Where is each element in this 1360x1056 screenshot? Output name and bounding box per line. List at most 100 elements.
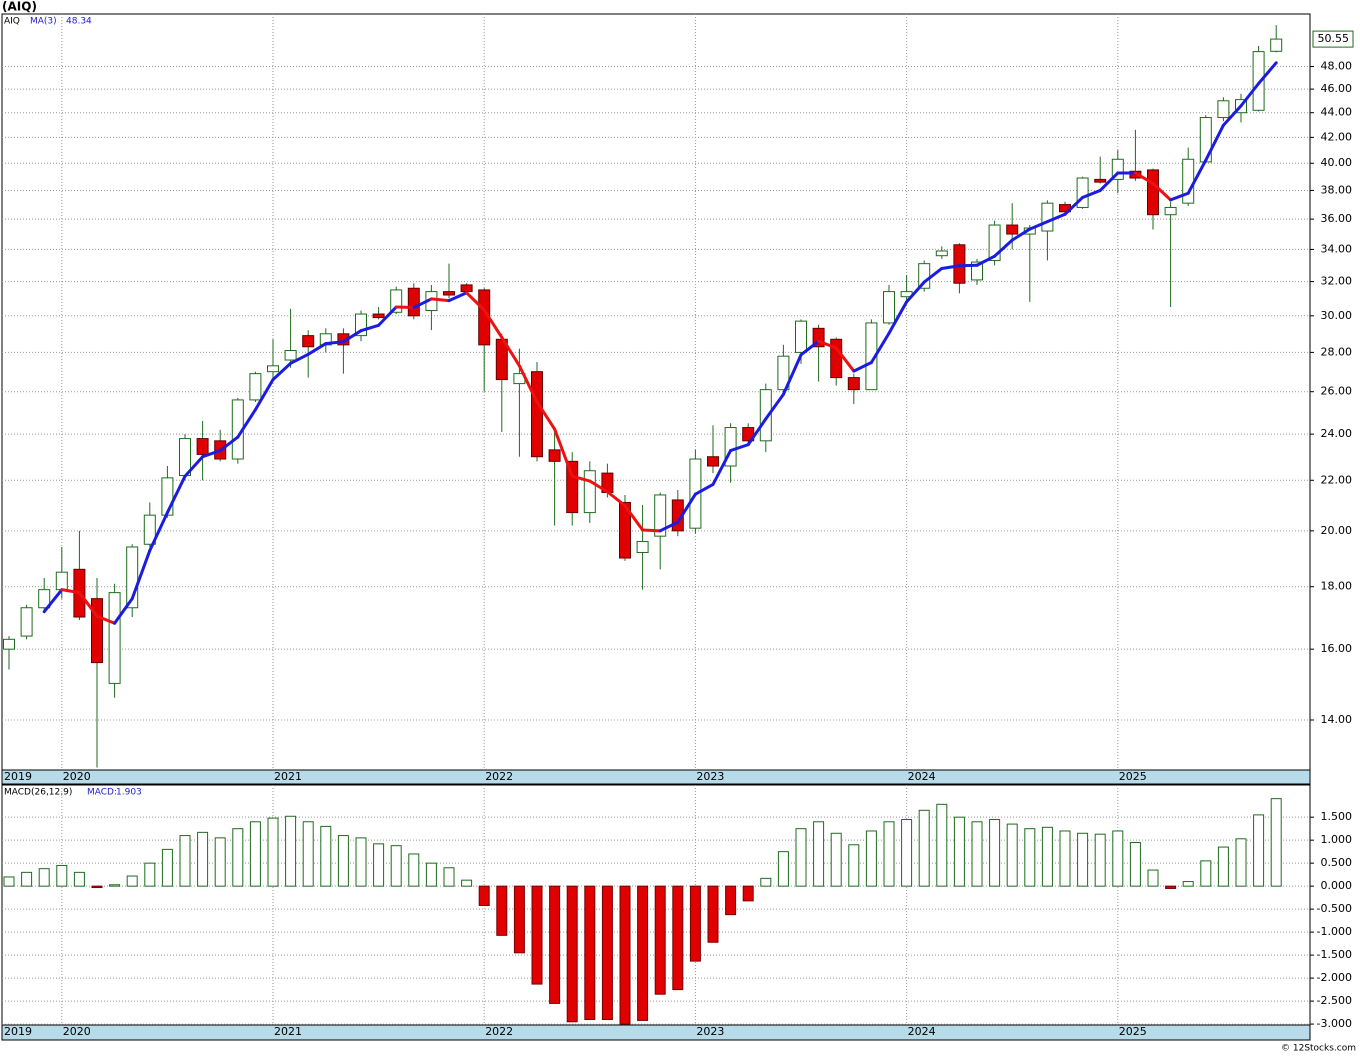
ma-legend: MA(3) [30, 17, 57, 27]
macd-bar [1024, 828, 1036, 887]
candle-body [619, 501, 631, 559]
ma-segment [1257, 61, 1278, 86]
macd-bar [161, 848, 173, 887]
last-price-box [1312, 30, 1354, 48]
candle-body [355, 313, 367, 337]
macd-bar [672, 885, 684, 991]
candle-body [707, 456, 719, 467]
y-tick-label: 42.00 [1321, 130, 1353, 143]
y-tick-label: 28.00 [1321, 345, 1353, 358]
ma-segment [658, 520, 680, 533]
macd-bar [513, 885, 525, 954]
ma-segment [113, 597, 134, 625]
x-tick-label: 2020 [63, 1025, 91, 1038]
macd-bar [443, 867, 455, 887]
macd-bar [1253, 814, 1265, 887]
x-tick-label: 2020 [63, 770, 91, 783]
ma-segment [271, 361, 293, 382]
ma-segment [341, 329, 363, 344]
macd-bar [689, 885, 701, 962]
ma-segment [746, 417, 768, 447]
ma-segment [1151, 182, 1173, 202]
ma-segment [377, 305, 398, 327]
candle-body [883, 291, 895, 324]
macd-bar [936, 803, 948, 887]
macd-bar [267, 817, 279, 887]
y-tick-label: 34.00 [1321, 242, 1353, 255]
macd-prefix: MACD: [87, 788, 117, 798]
macd-bar [408, 853, 420, 887]
y-tick-label: 24.00 [1321, 427, 1353, 440]
ma-segment [729, 443, 750, 453]
macd-bar [1147, 869, 1159, 887]
y-tick-label: 14.00 [1321, 713, 1353, 726]
y-tick-label: 44.00 [1321, 106, 1353, 119]
macd-bar [1041, 826, 1053, 887]
x-tick-label: 2022 [485, 1025, 513, 1038]
macd-bar [179, 835, 191, 887]
macd-bar [56, 864, 68, 887]
ma-segment [764, 392, 785, 421]
x-tick-label: 2021 [274, 1025, 302, 1038]
macd-bar [848, 844, 860, 887]
macd-bar [3, 876, 15, 887]
macd-bar [654, 885, 666, 995]
candle-body [20, 607, 33, 637]
macd-bar [425, 862, 437, 887]
candle-body [1270, 38, 1283, 52]
ma-segment [42, 588, 64, 614]
macd-bar [126, 875, 138, 887]
macd-bar [1006, 823, 1018, 887]
macd-bar [619, 885, 631, 1025]
candle-body [548, 449, 561, 462]
macd-bar [707, 885, 719, 943]
ma-segment [940, 264, 961, 270]
candle-body [249, 373, 262, 401]
macd-bar [971, 821, 983, 887]
ma-segment [1169, 191, 1190, 202]
ma-segment [289, 352, 310, 365]
y-tick-label: 30.00 [1321, 309, 1353, 322]
macd-bar [918, 809, 930, 887]
ma-segment [359, 323, 381, 333]
candle-body [126, 546, 139, 609]
macd-bar [549, 885, 561, 1004]
ma-segment [693, 482, 715, 496]
ma-segment [535, 400, 557, 431]
ma-segment [1133, 171, 1155, 186]
ma-segment [1204, 123, 1225, 162]
candle-body [654, 494, 667, 537]
x-tick-label: 2025 [1119, 770, 1147, 783]
macd-bar [795, 828, 807, 887]
candle-body [777, 355, 790, 391]
macd-bar [320, 825, 332, 887]
candle-body [1182, 158, 1195, 204]
macd-bar [232, 828, 244, 887]
candle-body [1076, 177, 1089, 208]
macd-bar [214, 837, 226, 887]
candle-body [566, 460, 579, 514]
macd-bar [566, 885, 578, 1023]
y-tick-label: 18.00 [1321, 580, 1353, 593]
macd-bar [21, 871, 33, 887]
macd-bar [637, 885, 649, 1021]
y-tick-label: 36.00 [1321, 212, 1353, 225]
macd-bar [883, 821, 895, 887]
y-tick-label: -2.500 [1317, 994, 1352, 1007]
ma-segment [77, 591, 99, 618]
candle-body [91, 598, 103, 664]
macd-bar [302, 821, 314, 887]
candle-body [953, 244, 966, 284]
candle-body [407, 287, 420, 317]
x-tick-label: 2022 [485, 770, 513, 783]
macd-bar [373, 843, 385, 887]
macd-bar [1112, 830, 1124, 887]
y-tick-label: 32.00 [1321, 275, 1353, 288]
macd-bar [109, 884, 121, 887]
macd-bar [1182, 881, 1194, 887]
candle-body [460, 284, 473, 293]
x-tick-label: 2019 [4, 770, 32, 783]
ma-segment [781, 353, 803, 396]
y-tick-label: 26.00 [1321, 385, 1353, 398]
ma-segment [905, 280, 926, 304]
